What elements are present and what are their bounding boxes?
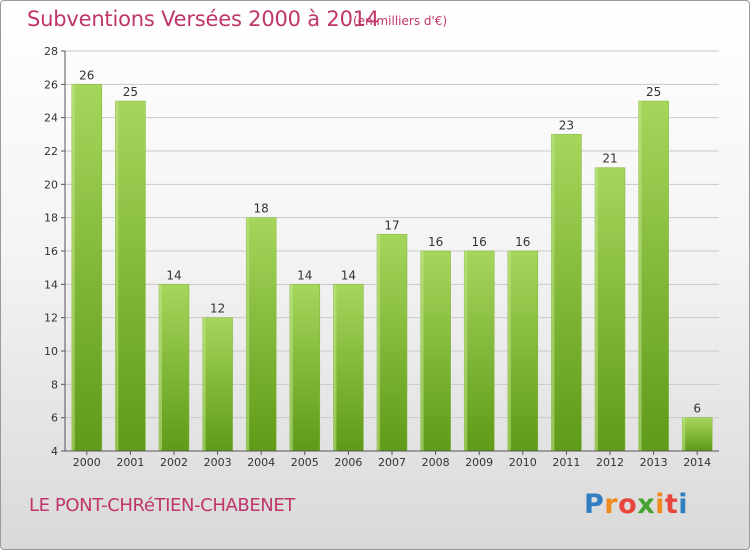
x-tick-label-2011: 2011 xyxy=(552,456,580,469)
bar-2005 xyxy=(289,284,321,452)
x-tick-label-2012: 2012 xyxy=(596,456,624,469)
proxiti-logo: Proxiti xyxy=(584,489,688,520)
chart-title: Subventions Versées 2000 à 2014 xyxy=(27,7,380,31)
bar-2011 xyxy=(551,134,582,452)
chart-subtitle: (en milliers d'€) xyxy=(353,14,448,28)
bar-highlight-2005 xyxy=(289,284,293,451)
bar-highlight-2006 xyxy=(333,284,337,451)
labels: 4 6 8 10 12 14 16 18 20 22 24 26 28 26 2000 25 2001 14 200… xyxy=(44,45,711,469)
value-label-2000: 26 xyxy=(79,68,94,82)
value-label-2005: 14 xyxy=(297,268,312,282)
value-label-2002: 14 xyxy=(166,268,181,282)
logo-letter: i xyxy=(678,489,689,520)
axes xyxy=(61,50,719,455)
bar-2000 xyxy=(71,84,103,452)
value-label-2012: 21 xyxy=(602,152,617,166)
x-tick-label-2014: 2014 xyxy=(683,456,711,469)
bar-highlight-2009 xyxy=(464,251,468,451)
value-label-2011: 23 xyxy=(559,118,574,132)
bar-highlight-2014 xyxy=(682,417,686,451)
y-tick-label: 12 xyxy=(44,312,58,325)
x-tick-label-2006: 2006 xyxy=(334,456,362,469)
bar-2008 xyxy=(420,250,451,452)
x-tick-label-2013: 2013 xyxy=(640,456,668,469)
y-tick-label: 6 xyxy=(51,412,58,425)
x-tick-label-2010: 2010 xyxy=(509,456,537,469)
y-tick-label: 8 xyxy=(51,378,58,391)
bar-2001 xyxy=(115,100,146,452)
y-tick-label: 22 xyxy=(44,145,58,158)
bar-highlight-2010 xyxy=(507,251,511,451)
bar-2014 xyxy=(681,417,713,452)
bar-2002 xyxy=(158,284,190,452)
logo-letter: o xyxy=(618,489,638,520)
y-tick-label: 20 xyxy=(44,178,58,191)
bar-highlight-2004 xyxy=(246,217,250,451)
bar-highlight-2008 xyxy=(420,251,424,451)
x-tick-label-2009: 2009 xyxy=(465,456,493,469)
value-label-2004: 18 xyxy=(254,202,269,216)
y-tick-label: 26 xyxy=(44,78,58,91)
bar-2009 xyxy=(463,250,495,452)
bar-2013 xyxy=(638,100,669,452)
logo-letter: r xyxy=(604,489,619,520)
y-tick-label: 16 xyxy=(44,245,58,258)
x-tick-label-2004: 2004 xyxy=(247,456,275,469)
bar-2007 xyxy=(376,234,408,452)
bar-2010 xyxy=(507,250,539,452)
value-label-2008: 16 xyxy=(428,235,443,249)
value-label-2009: 16 xyxy=(472,235,487,249)
x-tick-label-2008: 2008 xyxy=(422,456,450,469)
y-tick-label: 28 xyxy=(44,45,58,58)
value-label-2001: 25 xyxy=(123,85,138,99)
x-tick-label-2007: 2007 xyxy=(378,456,406,469)
y-tick-label: 10 xyxy=(44,345,58,358)
bar-highlight-2007 xyxy=(377,234,380,451)
bar-highlight-2011 xyxy=(551,134,555,452)
bar-2004 xyxy=(245,217,277,452)
bar-highlight-2013 xyxy=(638,101,642,451)
bar-highlight-2003 xyxy=(202,317,206,451)
y-tick-label: 24 xyxy=(44,112,58,125)
logo-letter: x xyxy=(637,489,656,520)
logo-letter: P xyxy=(584,489,605,520)
y-tick-label: 18 xyxy=(44,212,58,225)
value-label-2007: 17 xyxy=(384,218,399,232)
value-label-2013: 25 xyxy=(646,85,661,99)
x-tick-label-2000: 2000 xyxy=(73,456,101,469)
y-tick-label: 14 xyxy=(44,278,58,291)
bar-2012 xyxy=(594,167,626,452)
bar-highlight-2002 xyxy=(159,284,162,451)
y-tick-label: 4 xyxy=(51,445,58,458)
bars xyxy=(71,84,713,452)
x-tick-label-2002: 2002 xyxy=(160,456,188,469)
bar-highlight-2012 xyxy=(595,167,598,451)
logo-letter: t xyxy=(664,489,679,520)
value-label-2003: 12 xyxy=(210,302,225,316)
value-label-2014: 6 xyxy=(693,402,701,416)
commune-name: LE PONT-CHRéTIEN-CHABENET xyxy=(29,495,295,516)
bar-highlight-2000 xyxy=(71,84,75,451)
value-label-2010: 16 xyxy=(515,235,530,249)
x-tick-label-2001: 2001 xyxy=(116,456,144,469)
bar-2006 xyxy=(333,284,364,452)
x-tick-label-2003: 2003 xyxy=(204,456,232,469)
x-tick-label-2005: 2005 xyxy=(291,456,319,469)
value-label-2006: 14 xyxy=(341,268,356,282)
bar-highlight-2001 xyxy=(115,101,119,451)
logo-letter: i xyxy=(655,489,665,520)
bar-2003 xyxy=(202,317,233,452)
